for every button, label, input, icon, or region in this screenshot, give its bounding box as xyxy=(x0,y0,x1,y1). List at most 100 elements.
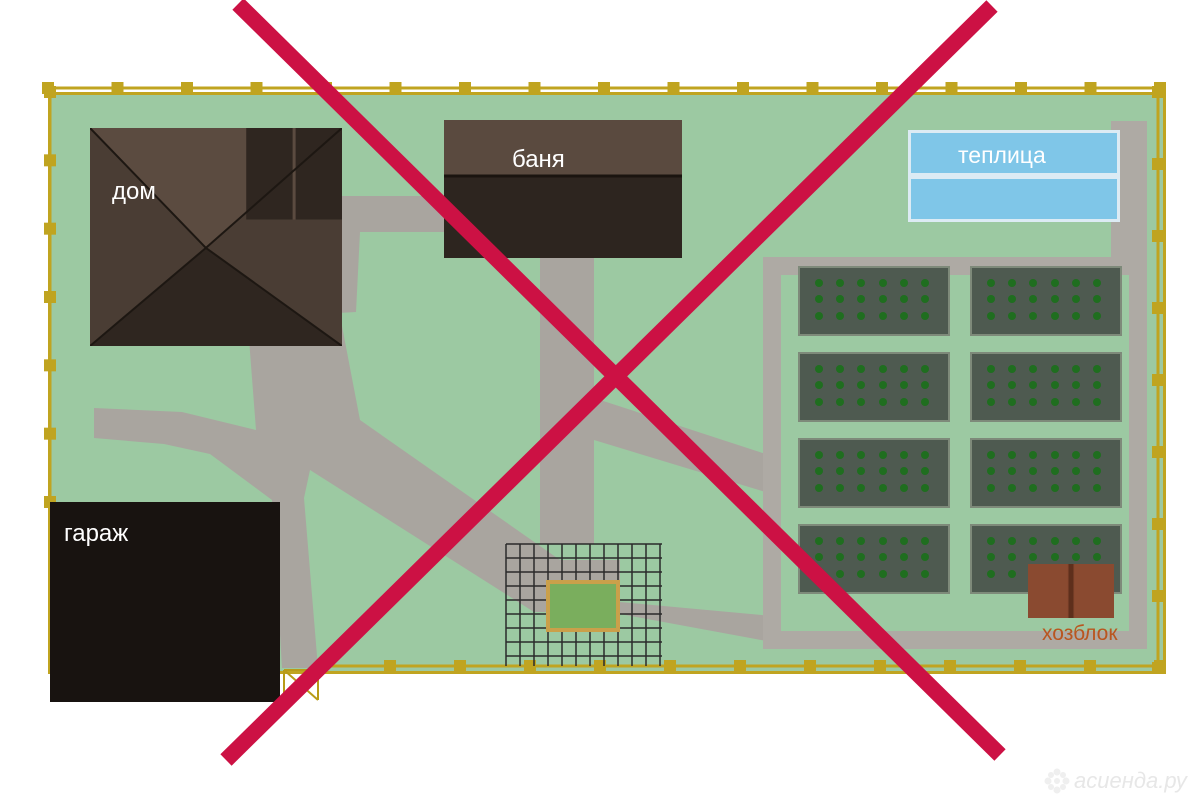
plant-dot xyxy=(1008,398,1016,406)
plant-dot xyxy=(1072,295,1080,303)
plant-dot xyxy=(1051,398,1059,406)
plant-dot xyxy=(815,570,823,578)
plant-dot xyxy=(836,451,844,459)
plant-dot xyxy=(836,365,844,373)
plant-dot xyxy=(1029,484,1037,492)
plant-dot xyxy=(836,312,844,320)
watermark-flower-icon xyxy=(1044,768,1070,794)
plant-dot xyxy=(987,398,995,406)
plant-dot xyxy=(1051,295,1059,303)
watermark-text: асиенда.ру xyxy=(1074,768,1187,794)
plant-dot xyxy=(1093,467,1101,475)
plant-dot xyxy=(900,484,908,492)
plant-dot xyxy=(1093,484,1101,492)
plant-dot xyxy=(1008,570,1016,578)
plant-dot xyxy=(815,365,823,373)
plant-dot xyxy=(879,484,887,492)
plant-dot xyxy=(987,537,995,545)
plant-dot xyxy=(900,451,908,459)
plant-dot xyxy=(987,279,995,287)
plant-dot xyxy=(1072,537,1080,545)
plant-dot xyxy=(1093,537,1101,545)
plant-dot xyxy=(879,570,887,578)
plant-dot xyxy=(900,295,908,303)
plant-dot xyxy=(921,365,929,373)
plant-dot xyxy=(1093,381,1101,389)
plant-dot xyxy=(987,570,995,578)
plant-dot xyxy=(879,467,887,475)
plant-dot xyxy=(836,279,844,287)
plant-dot xyxy=(900,398,908,406)
plant-dot xyxy=(1093,312,1101,320)
plant-dot xyxy=(879,279,887,287)
plant-dot xyxy=(987,365,995,373)
plant-dot xyxy=(857,365,865,373)
plant-dot xyxy=(815,451,823,459)
plant-dot xyxy=(1093,295,1101,303)
plant-dot xyxy=(900,365,908,373)
utility-label: хозблок xyxy=(1042,622,1118,646)
plant-dot xyxy=(1008,451,1016,459)
plant-dot xyxy=(857,537,865,545)
plant-dot xyxy=(879,553,887,561)
plant-dot xyxy=(921,381,929,389)
plant-dot xyxy=(857,312,865,320)
plant-dot xyxy=(1029,279,1037,287)
plant-dot xyxy=(1093,365,1101,373)
plant-dot xyxy=(836,570,844,578)
plant-dot xyxy=(1093,279,1101,287)
plant-dot xyxy=(921,312,929,320)
plant-dot xyxy=(921,467,929,475)
plant-dot xyxy=(857,451,865,459)
plant-dot xyxy=(1029,537,1037,545)
plant-dot xyxy=(1072,451,1080,459)
plant-dot xyxy=(857,484,865,492)
plant-dot xyxy=(879,365,887,373)
plant-dot xyxy=(900,467,908,475)
plant-dot xyxy=(900,553,908,561)
plant-dot xyxy=(836,537,844,545)
plant-dot xyxy=(1051,451,1059,459)
plant-dot xyxy=(1029,365,1037,373)
watermark: асиенда.ру xyxy=(1044,768,1187,794)
plant-dot xyxy=(815,279,823,287)
plant-dot xyxy=(1008,312,1016,320)
plant-dot xyxy=(836,484,844,492)
plant-dot xyxy=(1051,467,1059,475)
plant-dot xyxy=(1093,553,1101,561)
plant-dot xyxy=(879,451,887,459)
diagram-stage: дом баня теплица хозблок гараж xyxy=(0,0,1200,808)
plant-dot xyxy=(1072,484,1080,492)
plant-dot xyxy=(921,398,929,406)
plant-dot xyxy=(1072,381,1080,389)
plant-dot xyxy=(1072,398,1080,406)
plant-dot xyxy=(1051,553,1059,561)
plant-dot xyxy=(1008,365,1016,373)
plant-dot xyxy=(1029,451,1037,459)
plant-dot xyxy=(1051,537,1059,545)
plant-dot xyxy=(1072,365,1080,373)
plant-dot xyxy=(987,312,995,320)
plant-dot xyxy=(879,537,887,545)
plant-dot xyxy=(987,484,995,492)
plant-dot xyxy=(1029,398,1037,406)
plant-dot xyxy=(1072,312,1080,320)
plant-dot xyxy=(921,553,929,561)
plant-dot xyxy=(921,295,929,303)
plant-dot xyxy=(879,381,887,389)
plant-dot xyxy=(836,398,844,406)
plant-dot xyxy=(1051,381,1059,389)
plant-dot xyxy=(921,279,929,287)
plant-dot xyxy=(1093,398,1101,406)
utility-block xyxy=(1028,564,1114,618)
plant-dot xyxy=(857,570,865,578)
plant-dot xyxy=(921,484,929,492)
plant-dot xyxy=(857,279,865,287)
plant-dot xyxy=(921,570,929,578)
plant-dot xyxy=(815,484,823,492)
plant-dot xyxy=(1072,553,1080,561)
plant-dot xyxy=(900,570,908,578)
plant-dot xyxy=(879,398,887,406)
plant-dot xyxy=(1072,467,1080,475)
plant-dot xyxy=(900,537,908,545)
